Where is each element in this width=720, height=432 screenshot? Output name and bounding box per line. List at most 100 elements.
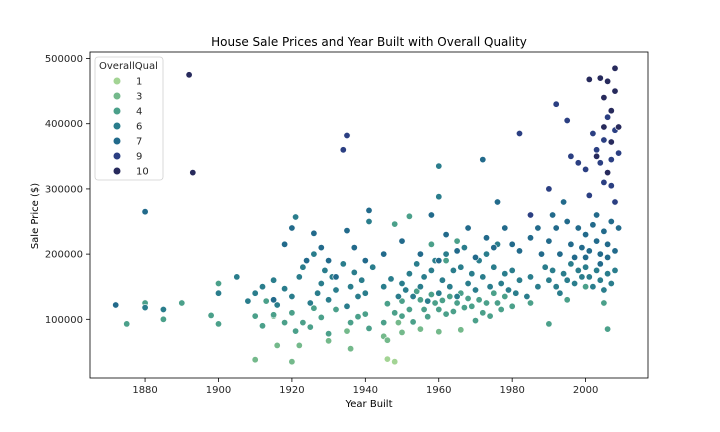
data-point xyxy=(526,234,534,242)
data-point xyxy=(493,198,501,206)
data-point xyxy=(405,270,413,278)
data-point xyxy=(258,283,266,291)
data-point xyxy=(365,324,373,332)
data-point xyxy=(207,311,215,319)
data-point xyxy=(325,257,333,265)
data-point xyxy=(435,162,443,170)
data-point xyxy=(431,299,439,307)
data-point xyxy=(398,328,406,336)
data-point xyxy=(361,310,369,318)
data-point xyxy=(582,231,590,239)
data-point xyxy=(380,283,388,291)
data-point xyxy=(571,279,579,287)
legend: OverallQual 1 3 4 6 7 9 10 xyxy=(94,56,164,181)
data-point xyxy=(317,313,325,321)
data-point xyxy=(449,307,457,315)
data-point xyxy=(464,224,472,232)
data-point xyxy=(471,253,479,261)
data-point xyxy=(112,301,120,309)
data-point xyxy=(604,270,612,278)
y-tick-label: 300000 xyxy=(45,184,83,195)
data-point xyxy=(589,221,597,229)
data-point xyxy=(611,198,619,206)
data-point xyxy=(545,320,553,328)
data-point xyxy=(394,319,402,327)
data-point xyxy=(574,159,582,167)
data-point xyxy=(604,253,612,261)
data-point xyxy=(215,289,223,297)
legend-label: 6 xyxy=(136,122,142,133)
data-point xyxy=(589,283,597,291)
data-point xyxy=(288,309,296,317)
data-point xyxy=(607,182,615,190)
data-point xyxy=(446,283,454,291)
data-point xyxy=(420,273,428,281)
data-point xyxy=(607,279,615,287)
data-point xyxy=(523,292,531,300)
x-tick-label: 1940 xyxy=(353,385,378,396)
data-point xyxy=(490,244,498,252)
data-point xyxy=(354,292,362,300)
data-point xyxy=(251,356,259,364)
data-point xyxy=(457,326,465,334)
data-point xyxy=(442,257,450,265)
data-point xyxy=(534,224,542,232)
data-point xyxy=(615,149,623,157)
data-point xyxy=(435,328,443,336)
data-point xyxy=(552,100,560,108)
data-point xyxy=(387,275,395,283)
legend-title: OverallQual xyxy=(99,61,158,72)
data-point xyxy=(292,213,300,221)
data-point xyxy=(508,240,516,248)
data-point xyxy=(413,287,421,295)
data-point xyxy=(611,247,619,255)
data-point xyxy=(358,276,366,284)
data-point xyxy=(306,323,314,331)
data-point xyxy=(471,317,479,325)
data-point xyxy=(563,296,571,304)
data-point xyxy=(416,296,424,304)
data-point xyxy=(563,276,571,284)
data-point xyxy=(273,301,281,309)
data-point xyxy=(398,237,406,245)
data-point xyxy=(332,305,340,313)
data-point xyxy=(567,240,575,248)
data-point xyxy=(563,117,571,125)
data-point xyxy=(512,289,520,297)
data-point xyxy=(435,305,443,313)
legend-marker xyxy=(112,76,122,86)
data-point xyxy=(215,320,223,328)
data-point xyxy=(471,286,479,294)
data-point xyxy=(464,279,472,287)
legend-entries: 1 3 4 6 7 9 10 xyxy=(112,76,149,178)
legend-label: 1 xyxy=(136,77,142,88)
data-point xyxy=(435,289,443,297)
data-point xyxy=(281,285,289,293)
legend-marker xyxy=(112,151,122,161)
data-point xyxy=(607,218,615,226)
data-point xyxy=(582,263,590,271)
chart-title: House Sale Prices and Year Built with Ov… xyxy=(211,35,527,49)
x-tick-label: 1900 xyxy=(206,385,231,396)
y-tick-label: 500000 xyxy=(45,54,83,65)
data-point xyxy=(508,302,516,310)
data-point xyxy=(405,305,413,313)
legend-label: 4 xyxy=(136,107,142,118)
legend-box xyxy=(94,56,164,181)
data-point xyxy=(420,305,428,313)
data-point xyxy=(310,229,318,237)
data-point xyxy=(413,260,421,268)
data-point xyxy=(369,263,377,271)
axes-layer: 1880 1900 1920 1940 1960 1980 2000 100000 200000… xyxy=(45,54,599,396)
data-point xyxy=(593,237,601,245)
data-point xyxy=(567,260,575,268)
data-point xyxy=(556,289,564,297)
data-point xyxy=(549,266,557,274)
data-point xyxy=(325,296,333,304)
data-point xyxy=(611,64,619,72)
x-tick-label: 1880 xyxy=(132,385,157,396)
data-point xyxy=(526,299,534,307)
data-point xyxy=(442,250,450,258)
data-point xyxy=(600,136,608,144)
data-point xyxy=(615,123,623,131)
